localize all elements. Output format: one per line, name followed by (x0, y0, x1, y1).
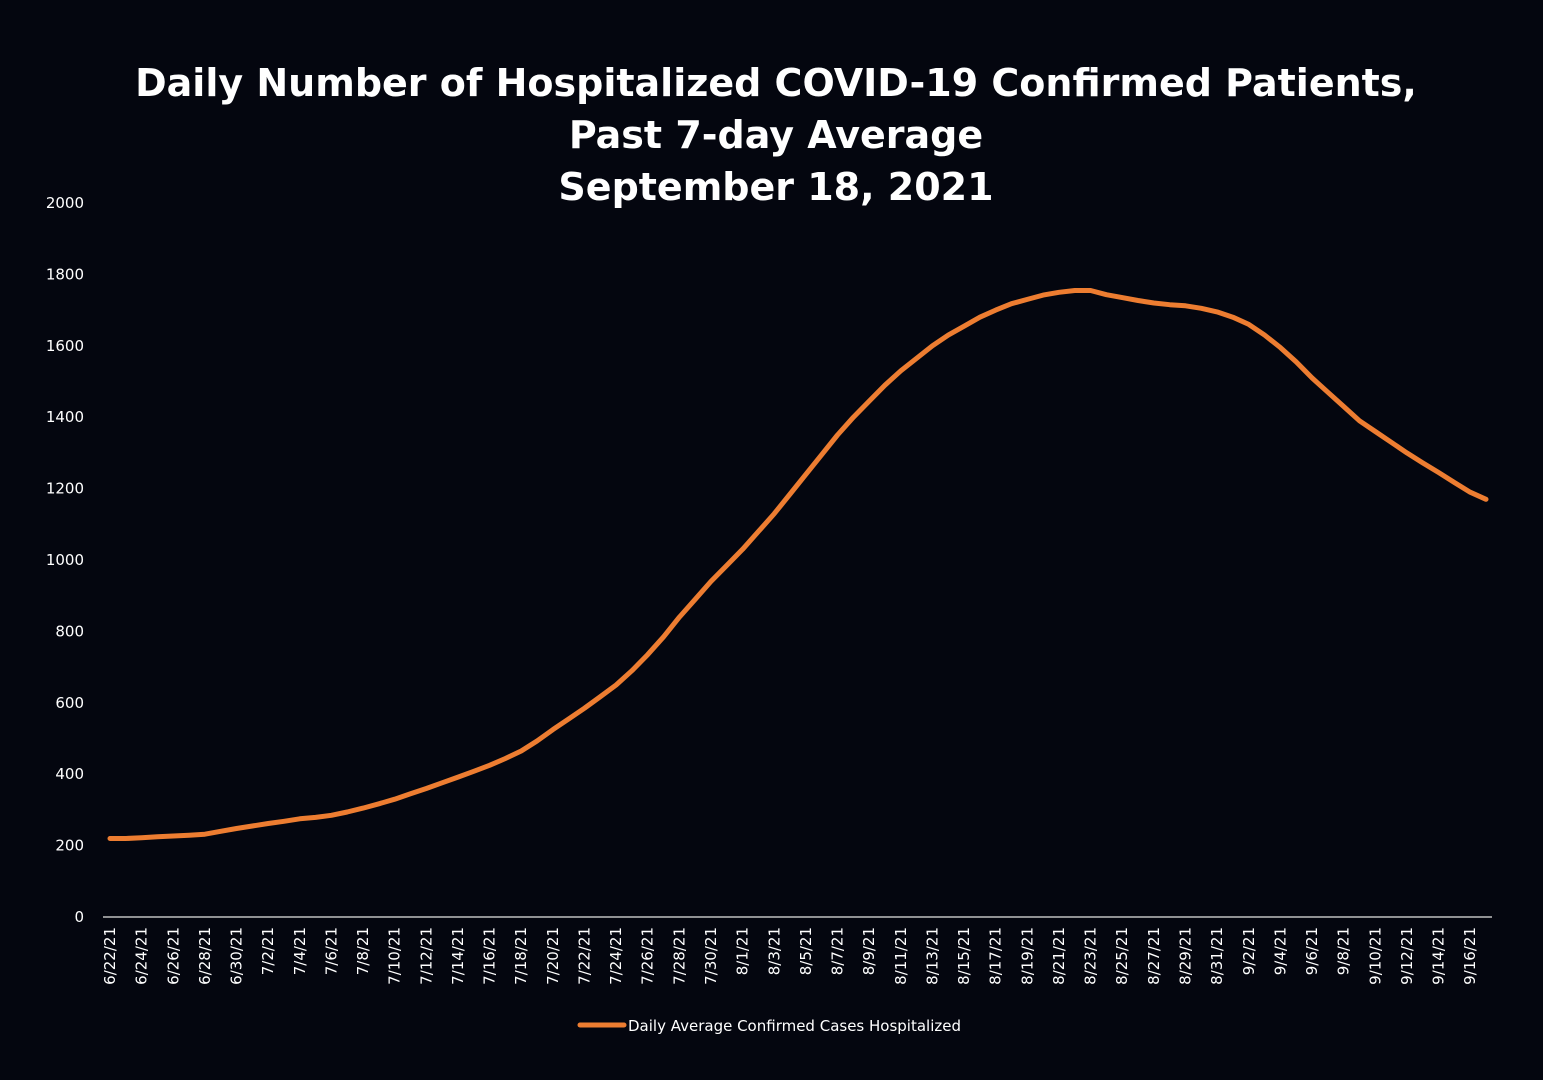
x-tick-label: 8/19/21 (1018, 927, 1036, 985)
data-line (107, 288, 1489, 841)
x-tick-label: 6/28/21 (196, 927, 214, 985)
x-tick-label: 8/3/21 (765, 927, 783, 975)
x-tick-label: 7/12/21 (417, 927, 435, 985)
legend-label: Daily Average Confirmed Cases Hospitaliz… (628, 1017, 961, 1035)
chart-title: Daily Number of Hospitalized COVID-19 Co… (135, 61, 1417, 209)
y-tick-label: 1400 (46, 408, 84, 426)
x-tick-label: 9/16/21 (1461, 927, 1479, 985)
x-tick-label: 7/4/21 (291, 927, 309, 975)
x-tick-label: 6/30/21 (228, 927, 246, 985)
y-tick-label: 400 (55, 765, 84, 783)
x-tick-label: 7/24/21 (607, 927, 625, 985)
x-tick-label: 7/2/21 (259, 927, 277, 975)
y-tick-label: 600 (55, 694, 84, 712)
x-tick-label: 8/13/21 (923, 927, 941, 985)
x-tick-label: 6/22/21 (101, 927, 119, 985)
x-tick-label: 7/6/21 (322, 927, 340, 975)
x-tick-label: 9/8/21 (1335, 927, 1353, 975)
x-tick-label: 7/10/21 (386, 927, 404, 985)
x-tick-label: 9/6/21 (1303, 927, 1321, 975)
x-tick-label: 8/23/21 (1082, 927, 1100, 985)
x-tick-label: 9/10/21 (1366, 927, 1384, 985)
x-tick-label: 7/16/21 (481, 927, 499, 985)
x-tick-label: 7/18/21 (512, 927, 530, 985)
x-tick-label: 9/14/21 (1430, 927, 1448, 985)
title-line: Daily Number of Hospitalized COVID-19 Co… (135, 61, 1417, 105)
x-tick-label: 9/2/21 (1240, 927, 1258, 975)
x-tick-label: 7/14/21 (449, 927, 467, 985)
y-tick-label: 800 (55, 622, 84, 640)
x-tick-label: 8/1/21 (734, 927, 752, 975)
y-tick-label: 2000 (46, 194, 84, 212)
x-tick-label: 8/7/21 (829, 927, 847, 975)
x-tick-label: 8/17/21 (987, 927, 1005, 985)
x-tick-label: 8/27/21 (1145, 927, 1163, 985)
x-tick-label: 8/11/21 (892, 927, 910, 985)
y-tick-label: 1000 (46, 551, 84, 569)
x-tick-label: 7/20/21 (544, 927, 562, 985)
x-tick-label: 6/24/21 (133, 927, 151, 985)
x-tick-label: 8/21/21 (1050, 927, 1068, 985)
title-line: September 18, 2021 (558, 165, 993, 209)
x-tick-label: 8/31/21 (1208, 927, 1226, 985)
x-tick-label: 9/4/21 (1271, 927, 1289, 975)
x-tick-label: 7/30/21 (702, 927, 720, 985)
x-tick-label: 9/12/21 (1398, 927, 1416, 985)
x-tick-label: 8/25/21 (1113, 927, 1131, 985)
x-tick-label: 8/9/21 (860, 927, 878, 975)
x-tick-label: 7/8/21 (354, 927, 372, 975)
y-tick-label: 1200 (46, 480, 84, 498)
x-tick-label: 8/15/21 (955, 927, 973, 985)
y-tick-label: 200 (55, 837, 84, 855)
y-tick-label: 1600 (46, 337, 84, 355)
y-tick-label: 0 (74, 908, 84, 926)
x-tick-label: 8/5/21 (797, 927, 815, 975)
x-tick-label: 7/22/21 (575, 927, 593, 985)
x-tick-label: 8/29/21 (1176, 927, 1194, 985)
title-line: Past 7-day Average (569, 113, 983, 157)
y-tick-label: 1800 (46, 265, 84, 283)
x-tick-label: 7/26/21 (639, 927, 657, 985)
x-tick-label: 7/28/21 (670, 927, 688, 985)
x-tick-label: 6/26/21 (164, 927, 182, 985)
